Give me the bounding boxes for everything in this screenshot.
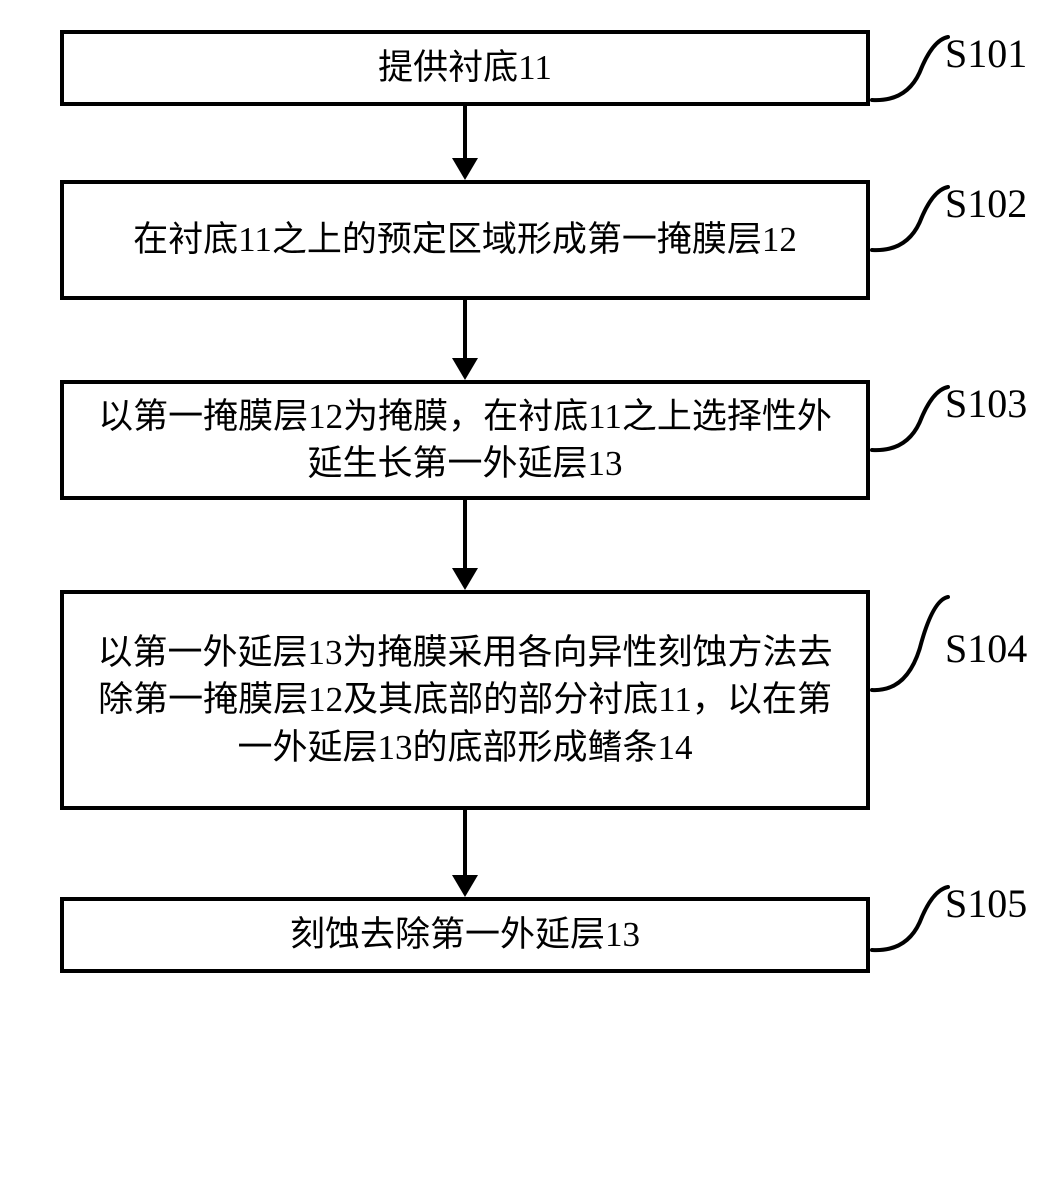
flow-node-s101: 提供衬底11 (60, 30, 870, 106)
arrowhead-icon (452, 158, 478, 180)
flow-node-s105: 刻蚀去除第一外延层13 (60, 897, 870, 973)
flow-node-s103: 以第一掩膜层12为掩膜，在衬底11之上选择性外延生长第一外延层13 (60, 380, 870, 500)
step-label-s101: S101 (945, 30, 1027, 77)
callout-curve (870, 34, 950, 104)
edge-s101-s102 (463, 106, 467, 158)
callout-curve (870, 384, 950, 454)
step-label-s104: S104 (945, 625, 1027, 672)
flow-node-text: 在衬底11之上的预定区域形成第一掩膜层12 (133, 216, 797, 263)
callout-curve (870, 594, 950, 694)
step-label-s103: S103 (945, 380, 1027, 427)
flow-node-text: 刻蚀去除第一外延层13 (290, 911, 640, 958)
flow-node-text: 以第一掩膜层12为掩膜，在衬底11之上选择性外延生长第一外延层13 (84, 393, 846, 488)
callout-curve (870, 884, 950, 954)
flow-node-text: 提供衬底11 (378, 44, 552, 91)
step-label-s105: S105 (945, 880, 1027, 927)
arrowhead-icon (452, 875, 478, 897)
arrowhead-icon (452, 568, 478, 590)
edge-s102-s103 (463, 300, 467, 358)
flow-node-s102: 在衬底11之上的预定区域形成第一掩膜层12 (60, 180, 870, 300)
step-label-s102: S102 (945, 180, 1027, 227)
edge-s104-s105 (463, 810, 467, 875)
flowchart-canvas: 提供衬底11 S101 在衬底11之上的预定区域形成第一掩膜层12 S102 以第一掩膜… (0, 0, 1055, 1181)
flow-node-text: 以第一外延层13为掩膜采用各向异性刻蚀方法去除第一掩膜层12及其底部的部分衬底1… (84, 629, 846, 771)
edge-s103-s104 (463, 500, 467, 568)
arrowhead-icon (452, 358, 478, 380)
flow-node-s104: 以第一外延层13为掩膜采用各向异性刻蚀方法去除第一掩膜层12及其底部的部分衬底1… (60, 590, 870, 810)
callout-curve (870, 184, 950, 254)
